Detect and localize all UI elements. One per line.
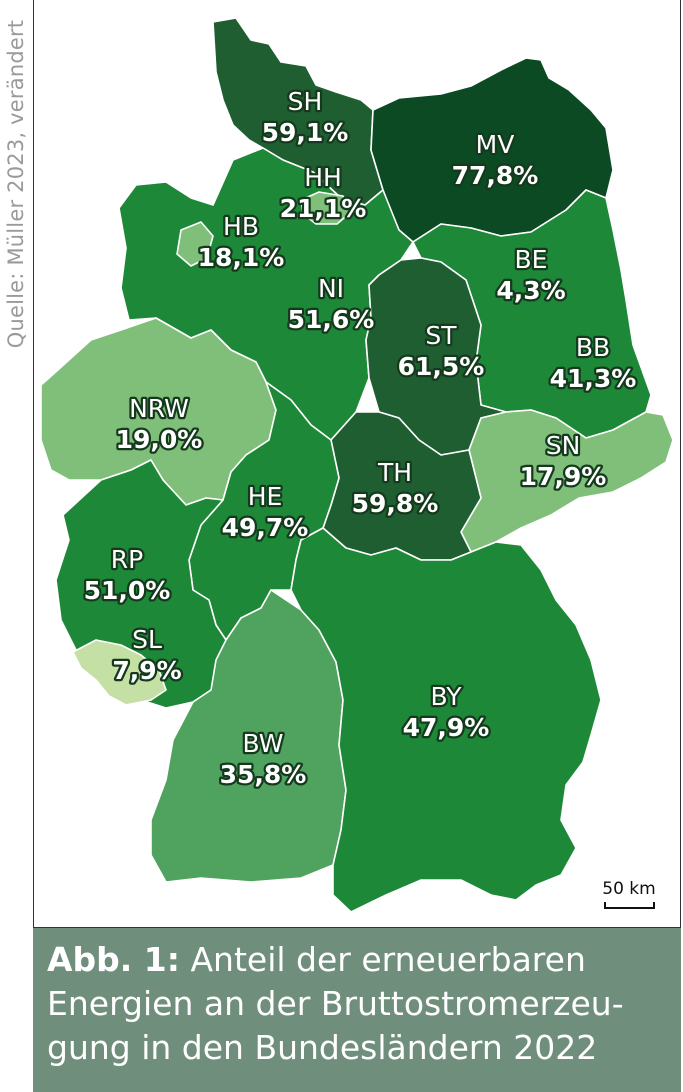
state-shape-hh xyxy=(300,191,352,225)
state-code-ni: NI xyxy=(318,274,344,303)
state-value-mv: 77,8% xyxy=(452,161,539,190)
state-value-by: 47,9% xyxy=(403,713,490,742)
state-value-th: 59,8% xyxy=(352,489,439,518)
caption-text-1: Anteil der erneuerbaren xyxy=(190,940,586,979)
state-code-hh: HH xyxy=(304,163,342,192)
state-code-st: ST xyxy=(425,321,457,350)
caption-line-1: Abb. 1: Anteil der erneuerbaren xyxy=(47,938,667,982)
state-value-hh: 21,1% xyxy=(280,194,367,223)
source-note: Quelle: Müller 2023, verändert xyxy=(4,19,28,349)
state-value-rp: 51,0% xyxy=(84,576,171,605)
state-value-ni: 51,6% xyxy=(288,305,375,334)
state-code-by: BY xyxy=(430,682,462,711)
state-value-he: 49,7% xyxy=(222,513,309,542)
state-shape-hb xyxy=(176,221,214,267)
state-code-hb: HB xyxy=(223,212,259,241)
state-code-sh: SH xyxy=(288,87,323,116)
state-code-be: BE xyxy=(515,245,548,274)
state-value-bw: 35,8% xyxy=(220,760,307,789)
caption-line-3: gung in den Bundesländern 2022 xyxy=(47,1028,598,1067)
state-value-nrw: 19,0% xyxy=(116,425,203,454)
caption-line-2: Energien an der Bruttostromerzeu- xyxy=(47,984,624,1023)
state-code-bw: BW xyxy=(243,729,284,758)
map-frame: SH 59,1% HH 21,1% MV 77,8% HB 18,1% NI 51,6% BE 4,3… xyxy=(33,0,681,928)
state-code-sl: SL xyxy=(132,625,162,654)
state-code-nrw: NRW xyxy=(129,394,189,423)
state-shape-by xyxy=(290,527,602,913)
state-shape-sl xyxy=(72,639,167,706)
state-value-hb: 18,1% xyxy=(198,243,285,272)
state-code-mv: MV xyxy=(476,130,515,159)
state-code-he: HE xyxy=(248,482,283,511)
scale-bar-label: 50 km xyxy=(602,879,655,899)
state-value-st: 61,5% xyxy=(398,352,485,381)
state-value-sl: 7,9% xyxy=(112,656,181,685)
state-code-bb: BB xyxy=(576,333,610,362)
scale-bar: 50 km xyxy=(602,879,656,909)
state-code-sn: SN xyxy=(546,431,581,460)
figure-caption: Abb. 1: Anteil der erneuerbaren Energien… xyxy=(33,928,681,1092)
caption-prefix: Abb. 1: xyxy=(47,940,180,979)
state-value-sn: 17,9% xyxy=(520,462,607,491)
state-value-sh: 59,1% xyxy=(262,118,349,147)
state-code-th: TH xyxy=(377,458,412,487)
state-value-bb: 41,3% xyxy=(550,364,637,393)
state-value-be: 4,3% xyxy=(496,276,565,305)
state-code-rp: RP xyxy=(111,545,143,574)
